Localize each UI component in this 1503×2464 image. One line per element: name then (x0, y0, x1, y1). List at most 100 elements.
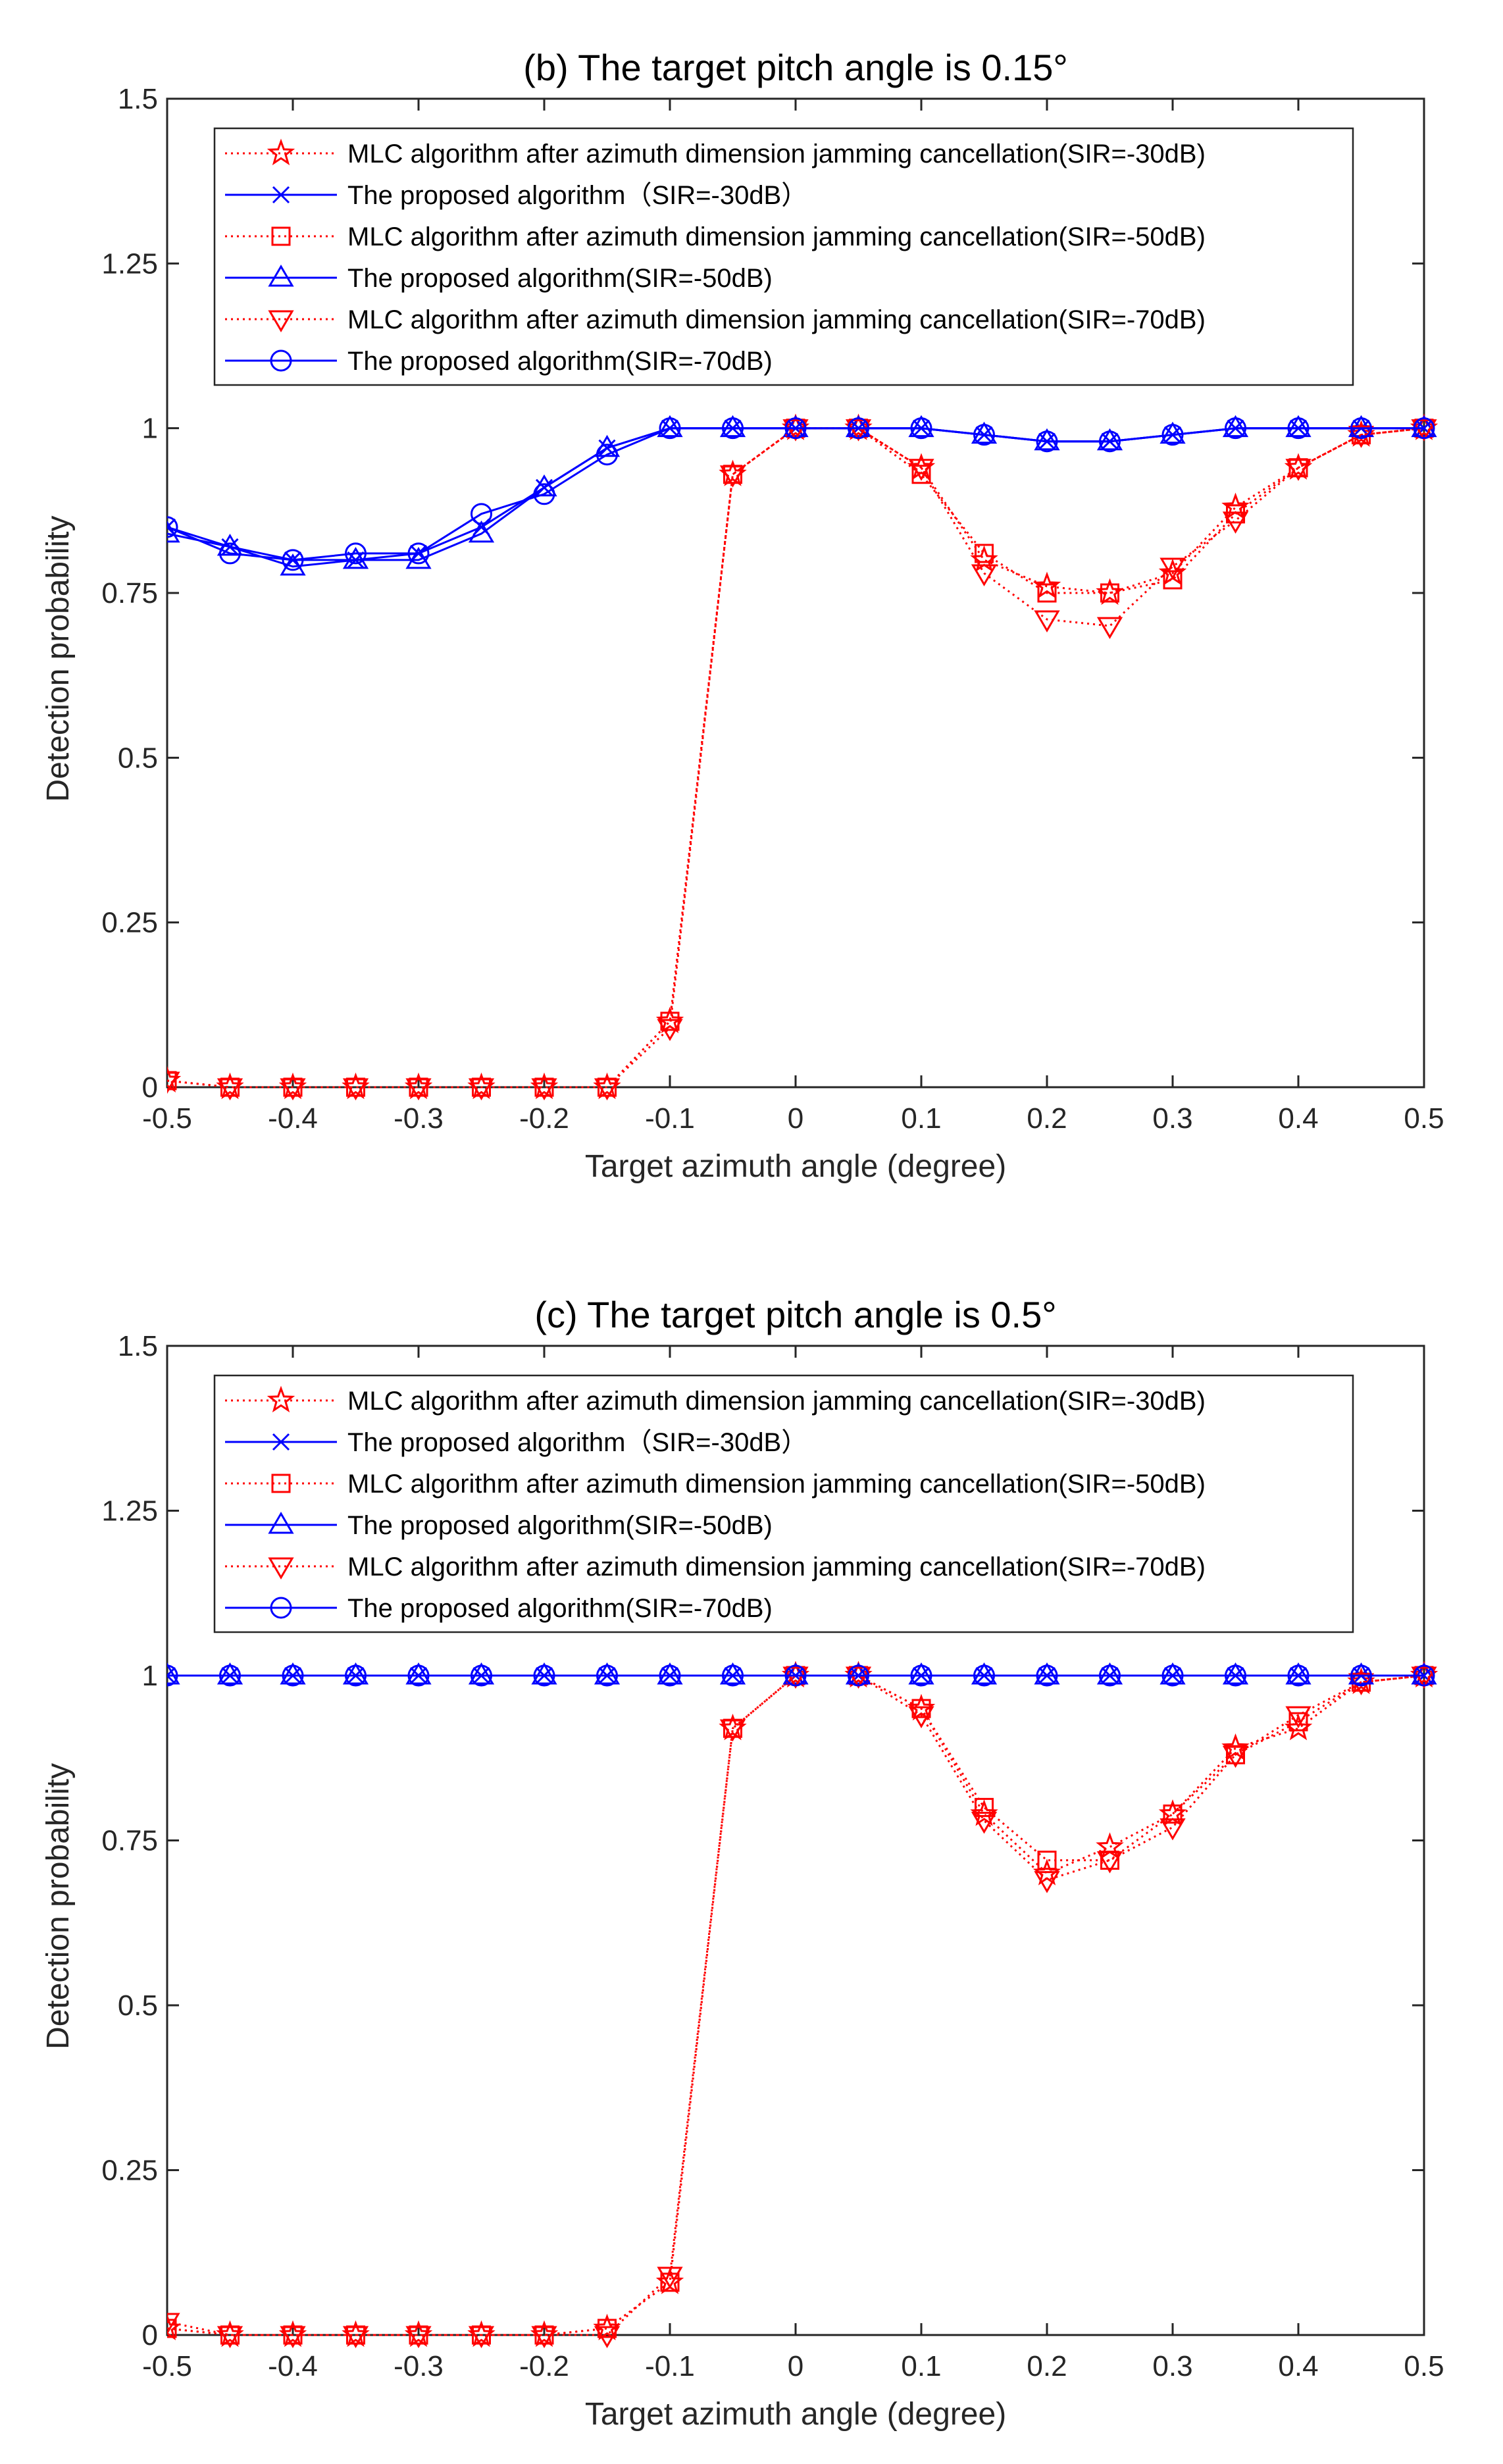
data-point (594, 1662, 621, 1685)
data-point (471, 503, 492, 525)
data-point (282, 549, 304, 571)
legend-marker (268, 1512, 294, 1534)
data-point (722, 417, 744, 440)
y-tick-label: 1.5 (118, 83, 158, 115)
series-line (167, 1674, 1425, 2336)
data-point (217, 1662, 243, 1685)
data-point (971, 564, 998, 586)
x-tick-label: 0.5 (1404, 1102, 1444, 1135)
x-axis-label: Target azimuth angle (degree) (585, 1149, 1006, 1184)
data-point (719, 1662, 746, 1685)
x-tick-label: 0.2 (1027, 1102, 1067, 1135)
data-point (1221, 1733, 1250, 1760)
series-line (167, 427, 1424, 561)
data-point (1350, 417, 1372, 440)
data-point (1222, 511, 1249, 534)
data-point (1096, 428, 1123, 451)
data-point (167, 1662, 180, 1685)
data-point (167, 1666, 176, 1685)
data-point (594, 2326, 621, 2348)
legend-entry: MLC algorithm after azimuth dimension ja… (347, 1553, 1206, 1581)
data-point (784, 417, 807, 440)
legend-box (213, 127, 1354, 386)
x-tick-label: 0.2 (1027, 2350, 1067, 2382)
data-point (342, 2326, 369, 2348)
data-point (1159, 1818, 1186, 1841)
chart-1: (c) The target pitch angle is 0.5° -0.5 -0… (41, 1294, 1444, 2432)
x-tick-label: 0.3 (1152, 2350, 1192, 2382)
data-point (1222, 415, 1249, 438)
data-point (217, 2326, 243, 2348)
data-point (719, 465, 746, 488)
legend-entry: The proposed algorithm(SIR=-50dB) (347, 1511, 773, 1540)
data-point (1099, 1664, 1121, 1687)
legend-marker (272, 1433, 290, 1451)
x-tick-label: 0.3 (1152, 1102, 1192, 1135)
data-point (282, 1664, 304, 1687)
data-point (598, 2319, 617, 2338)
legend: MLC algorithm after azimuth dimension ja… (213, 127, 1354, 386)
legend-marker (270, 349, 292, 372)
data-point (1037, 1851, 1057, 1870)
x-tick-label: 0.1 (901, 2350, 941, 2382)
data-point (845, 1662, 872, 1685)
y-tick-label: 1.5 (118, 1330, 158, 1362)
legend-box (213, 1374, 1354, 1633)
data-point (1034, 610, 1060, 633)
data-point (1287, 417, 1310, 440)
data-point (533, 483, 555, 505)
data-point (405, 546, 432, 569)
data-point (910, 417, 932, 440)
data-point (660, 1012, 680, 1031)
data-point (848, 1664, 869, 1687)
data-point (1159, 421, 1186, 444)
legend: MLC algorithm after azimuth dimension ja… (213, 1374, 1354, 1633)
data-point (1226, 504, 1245, 524)
data-point (659, 417, 681, 440)
data-point (910, 1664, 932, 1687)
data-point (1034, 428, 1060, 451)
y-tick-label: 0.5 (118, 742, 158, 774)
x-tick-label: -0.3 (394, 1102, 444, 1135)
data-point (1222, 1745, 1249, 1768)
data-point (531, 1078, 557, 1100)
data-point (1036, 430, 1058, 453)
x-axis-label: Target azimuth angle (degree) (585, 2397, 1006, 2432)
data-point (1413, 1664, 1435, 1687)
data-point (1225, 417, 1246, 440)
legend-marker (271, 226, 291, 246)
legend-marker (268, 310, 294, 332)
data-point (219, 1664, 241, 1687)
data-point (531, 2326, 557, 2348)
chart-title: (c) The target pitch angle is 0.5° (534, 1294, 1056, 1335)
legend-entry: MLC algorithm after azimuth dimension ja… (347, 305, 1206, 334)
series-circle (167, 1664, 1435, 1687)
data-point (405, 2326, 432, 2348)
legend-marker (268, 1557, 294, 1579)
data-point (657, 2267, 683, 2289)
data-point (219, 542, 241, 565)
data-point (167, 520, 180, 543)
series-square (167, 1666, 1434, 2345)
data-point (342, 1078, 369, 1100)
data-point (167, 2319, 177, 2338)
data-point (1163, 570, 1183, 590)
data-point (1161, 424, 1184, 446)
y-tick-label: 1 (142, 1660, 158, 1692)
data-point (345, 1664, 367, 1687)
x-tick-label: 0 (788, 1102, 803, 1135)
data-point (1225, 1664, 1246, 1687)
data-point (471, 1664, 492, 1687)
data-point (468, 520, 495, 543)
data-point (1100, 583, 1119, 603)
data-point (973, 424, 995, 446)
x-tick-label: -0.3 (394, 2350, 444, 2382)
data-point (407, 1664, 430, 1687)
data-point (1222, 1662, 1249, 1685)
legend-entry: The proposed algorithm(SIR=-70dB) (347, 1594, 773, 1623)
series-line (167, 1674, 1425, 2336)
data-point (405, 1662, 432, 1685)
data-point (1096, 1662, 1123, 1685)
data-point (1285, 459, 1312, 481)
